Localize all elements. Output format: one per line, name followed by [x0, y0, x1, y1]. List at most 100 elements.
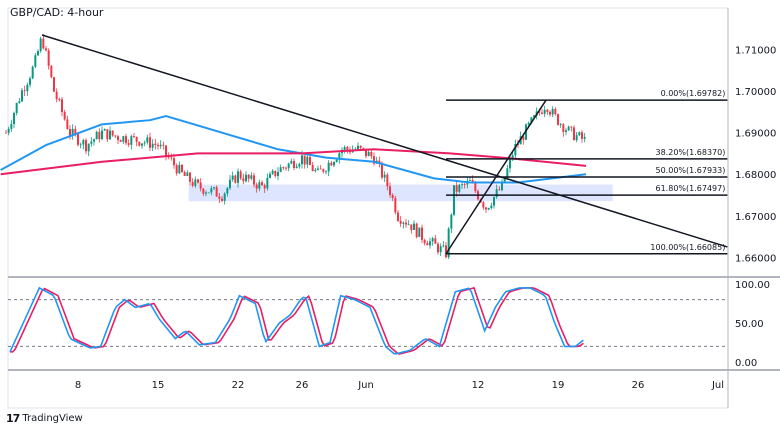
- candle-body: [226, 188, 229, 194]
- candle-body: [191, 181, 194, 186]
- candle-body: [501, 181, 503, 191]
- candle-body: [367, 152, 370, 157]
- candle-body: [434, 238, 437, 244]
- candle-body: [439, 246, 442, 253]
- candle-body: [301, 155, 303, 165]
- candle-body: [138, 141, 141, 146]
- candle-body: [7, 128, 10, 133]
- candle-body: [109, 130, 111, 140]
- candle-body: [461, 184, 463, 185]
- candle-body: [274, 170, 277, 177]
- candle-body: [253, 175, 255, 185]
- candle-body: [503, 178, 506, 182]
- candle-body: [357, 145, 359, 150]
- candle-body: [31, 66, 34, 79]
- candle-body: [319, 168, 322, 170]
- candle-body: [223, 193, 226, 201]
- candle-body: [389, 186, 391, 195]
- candle-body: [426, 243, 429, 246]
- candle-body: [90, 141, 93, 144]
- plot-frame: [7, 7, 729, 409]
- candle-body: [146, 137, 149, 143]
- candle-body: [53, 77, 55, 92]
- candle-body: [431, 238, 434, 242]
- candle-body: [101, 130, 103, 140]
- candle-body: [322, 169, 325, 172]
- candle-body: [175, 165, 178, 174]
- candle-body: [42, 38, 45, 49]
- candle-body: [498, 189, 501, 191]
- candle-body: [271, 170, 274, 174]
- candle-body: [269, 173, 271, 178]
- candle-body: [58, 99, 61, 100]
- candle-body: [527, 122, 530, 125]
- candle-body: [263, 185, 266, 189]
- candle-body: [170, 157, 173, 159]
- candle-body: [463, 184, 466, 185]
- candle-body: [314, 169, 317, 172]
- candle-body: [55, 91, 58, 100]
- candle-body: [202, 188, 205, 194]
- candle-body: [327, 162, 330, 172]
- candle-body: [114, 135, 117, 137]
- candle-body: [485, 207, 487, 210]
- candle-body: [522, 136, 525, 140]
- candle-body: [247, 174, 250, 179]
- candle-body: [45, 48, 47, 51]
- candle-body: [445, 245, 447, 258]
- candle-body: [583, 136, 586, 139]
- candle-body: [250, 175, 253, 179]
- candle-body: [165, 145, 167, 156]
- candle-body: [29, 78, 31, 85]
- candle-body: [511, 155, 514, 159]
- candle-body: [71, 128, 74, 136]
- candle-body: [173, 158, 175, 166]
- candle-body: [581, 132, 583, 139]
- candle-body: [415, 223, 418, 237]
- candle-body: [397, 212, 399, 221]
- candle-body: [47, 50, 50, 66]
- candle-body: [330, 162, 333, 166]
- candle-body: [149, 137, 151, 148]
- candle-body: [215, 187, 218, 197]
- fib-level-label: 0.00%(1.69782): [661, 89, 726, 98]
- candle-body: [39, 38, 42, 52]
- candle-body: [541, 112, 543, 114]
- candle-body: [26, 84, 29, 92]
- candle-body: [111, 130, 114, 136]
- moving-average-2: [0, 148, 587, 176]
- candle-body: [239, 171, 242, 179]
- candle-body: [183, 171, 186, 176]
- candle-body: [234, 175, 237, 183]
- candle-body: [103, 129, 106, 131]
- tradingview-logo[interactable]: 17 TradingView: [6, 412, 83, 425]
- chart-title: GBP/CAD: 4-hour: [10, 6, 104, 19]
- candle-body: [370, 152, 373, 157]
- candle-body: [266, 177, 269, 189]
- brand-name: TradingView: [22, 413, 83, 424]
- candle-body: [549, 111, 551, 115]
- candle-body: [106, 129, 109, 140]
- candle-body: [135, 136, 138, 142]
- candle-body: [333, 162, 335, 166]
- candle-body: [255, 184, 258, 189]
- candle-body: [50, 65, 53, 78]
- candles: [5, 33, 586, 260]
- candle-body: [181, 164, 183, 172]
- price-tick-label: 1.69000: [735, 129, 776, 140]
- candle-body: [325, 171, 327, 173]
- candle-body: [85, 140, 87, 152]
- candle-body: [119, 140, 122, 142]
- oscillator-tick-label: 100.00: [735, 280, 770, 291]
- candle-body: [79, 144, 82, 146]
- candle-body: [562, 124, 565, 132]
- candle-body: [207, 192, 210, 194]
- candle-body: [506, 168, 509, 179]
- candle-body: [429, 241, 431, 246]
- candle-body: [130, 136, 133, 145]
- candle-body: [378, 160, 381, 163]
- candle-body: [407, 224, 410, 226]
- candle-body: [338, 153, 341, 160]
- candle-body: [13, 112, 15, 125]
